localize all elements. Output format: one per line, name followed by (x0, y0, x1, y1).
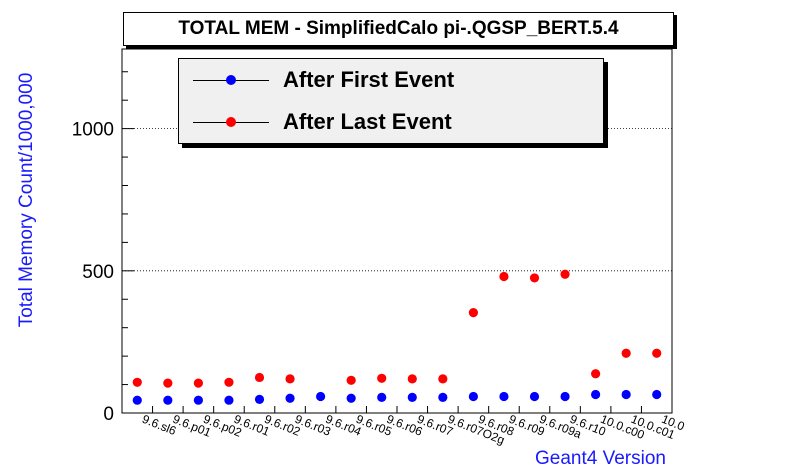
point-after-last-event (285, 374, 295, 384)
point-after-first-event (132, 395, 142, 405)
point-after-first-event (407, 392, 417, 402)
legend-line (193, 116, 269, 127)
point-after-first-event (254, 394, 265, 404)
point-after-first-event (193, 395, 203, 405)
point-after-last-event (346, 375, 356, 385)
y-tick-label: 0 (103, 404, 114, 425)
legend-entry-first-event: After First Event (193, 59, 454, 101)
y-tick-label: 1000 (72, 120, 114, 141)
point-after-first-event (621, 389, 631, 400)
point-after-first-event (377, 392, 387, 402)
point-after-last-event (224, 377, 234, 387)
point-after-last-event (468, 308, 478, 318)
data-points (132, 269, 662, 405)
point-after-last-event (163, 378, 173, 388)
point-after-first-event (346, 393, 356, 403)
point-after-last-event (193, 378, 203, 388)
y-tick-label: 500 (82, 262, 114, 283)
point-after-last-event (377, 373, 387, 383)
x-axis-label: Geant4 Version (535, 448, 666, 469)
legend-marker-blue (226, 74, 236, 85)
point-after-first-event (560, 391, 570, 402)
point-after-last-event (591, 369, 601, 379)
point-after-last-event (621, 348, 631, 358)
point-after-first-event (285, 393, 295, 403)
point-after-last-event (254, 372, 265, 383)
point-after-first-event (499, 391, 509, 402)
y-axis-label: Total Memory Count/1000,000 (16, 72, 37, 328)
point-after-first-event (438, 392, 448, 402)
legend-line (193, 74, 269, 85)
legend-marker-red (226, 116, 236, 127)
point-after-last-event (132, 377, 142, 387)
point-after-first-event (224, 395, 234, 405)
point-after-last-event (652, 348, 662, 358)
legend: After First Event After Last Event (178, 58, 604, 144)
legend-entry-last-event: After Last Event (193, 101, 452, 143)
chart-title-box: TOTAL MEM - SimplifiedCalo pi-.QGSP_BERT… (123, 12, 674, 46)
point-after-first-event (468, 391, 478, 402)
point-after-last-event (560, 269, 570, 279)
legend-label: After Last Event (283, 109, 452, 134)
point-after-first-event (529, 391, 540, 402)
point-after-first-event (591, 389, 601, 400)
point-after-last-event (529, 273, 540, 283)
point-after-last-event (499, 271, 509, 282)
point-after-last-event (438, 374, 448, 384)
legend-label: After First Event (283, 67, 455, 92)
chart-title: TOTAL MEM - SimplifiedCalo pi-.QGSP_BERT… (178, 18, 619, 39)
point-after-first-event (316, 391, 326, 402)
point-after-last-event (407, 374, 417, 384)
point-after-first-event (652, 389, 662, 400)
point-after-first-event (163, 395, 173, 405)
